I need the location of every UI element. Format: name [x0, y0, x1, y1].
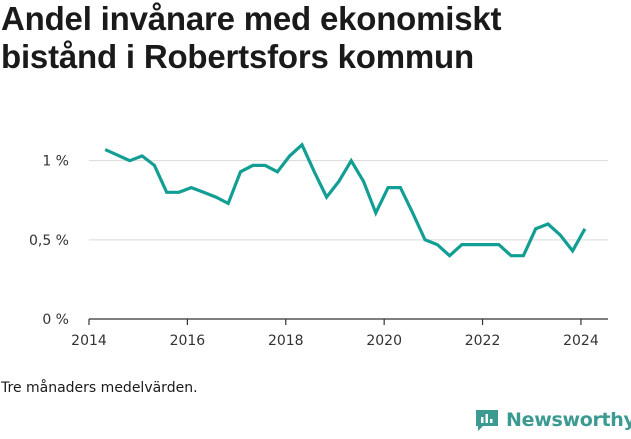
x-tick-label: 2014: [71, 333, 107, 349]
y-tick-label: 0 %: [42, 312, 69, 328]
chart-note: Tre månaders medelvärden.: [1, 380, 198, 396]
x-axis-ticks: 2014 2016 2018 2020 2022 2024: [71, 319, 599, 349]
data-point: [176, 189, 182, 195]
x-tick-label: 2018: [268, 333, 304, 349]
x-tick-label: 2020: [366, 333, 402, 349]
y-tick-label: 0,5 %: [29, 233, 69, 249]
data-point: [582, 226, 588, 232]
data-point: [213, 194, 219, 200]
data-point: [361, 178, 367, 184]
data-point: [225, 200, 231, 206]
data-point: [447, 253, 453, 259]
data-point: [471, 242, 477, 248]
data-point: [139, 153, 145, 159]
data-point: [557, 232, 563, 238]
data-point: [188, 185, 194, 191]
data-point: [201, 189, 207, 195]
data-point: [483, 242, 489, 248]
data-point: [533, 226, 539, 232]
data-point: [262, 162, 268, 168]
brand-logo[interactable]: Newsworthy: [474, 407, 631, 433]
data-point: [459, 242, 465, 248]
data-point: [238, 169, 244, 175]
data-point: [324, 194, 330, 200]
data-point: [164, 189, 170, 195]
data-point: [336, 178, 342, 184]
x-tick-label: 2024: [563, 333, 599, 349]
chart-title: Andel invånare med ekonomiskt bistånd i …: [1, 0, 502, 75]
data-point: [385, 185, 391, 191]
data-point: [127, 158, 133, 164]
gridlines: [89, 160, 608, 241]
data-point: [496, 242, 502, 248]
data-point: [397, 185, 403, 191]
data-point: [311, 169, 317, 175]
data-point: [102, 147, 108, 153]
data-point: [508, 253, 514, 259]
newsworthy-logo-icon: [476, 410, 498, 431]
series-layer: [102, 142, 588, 259]
y-tick-label: 1 %: [42, 154, 69, 170]
data-point: [299, 142, 305, 148]
series-line: [104, 142, 587, 258]
data-point: [422, 237, 428, 243]
x-tick-label: 2022: [465, 333, 501, 349]
data-point: [274, 169, 280, 175]
data-point: [520, 253, 526, 259]
data-point: [434, 242, 440, 248]
y-axis-ticks: 0 % 0,5 % 1 %: [29, 154, 69, 328]
brand-name: Newsworthy: [506, 409, 631, 431]
data-point: [348, 158, 354, 164]
data-point: [373, 210, 379, 216]
x-tick-label: 2016: [170, 333, 206, 349]
data-point: [287, 153, 293, 159]
data-point: [151, 162, 157, 168]
data-point: [250, 162, 256, 168]
data-point: [545, 221, 551, 227]
data-point: [570, 248, 576, 254]
data-point: [410, 210, 416, 216]
